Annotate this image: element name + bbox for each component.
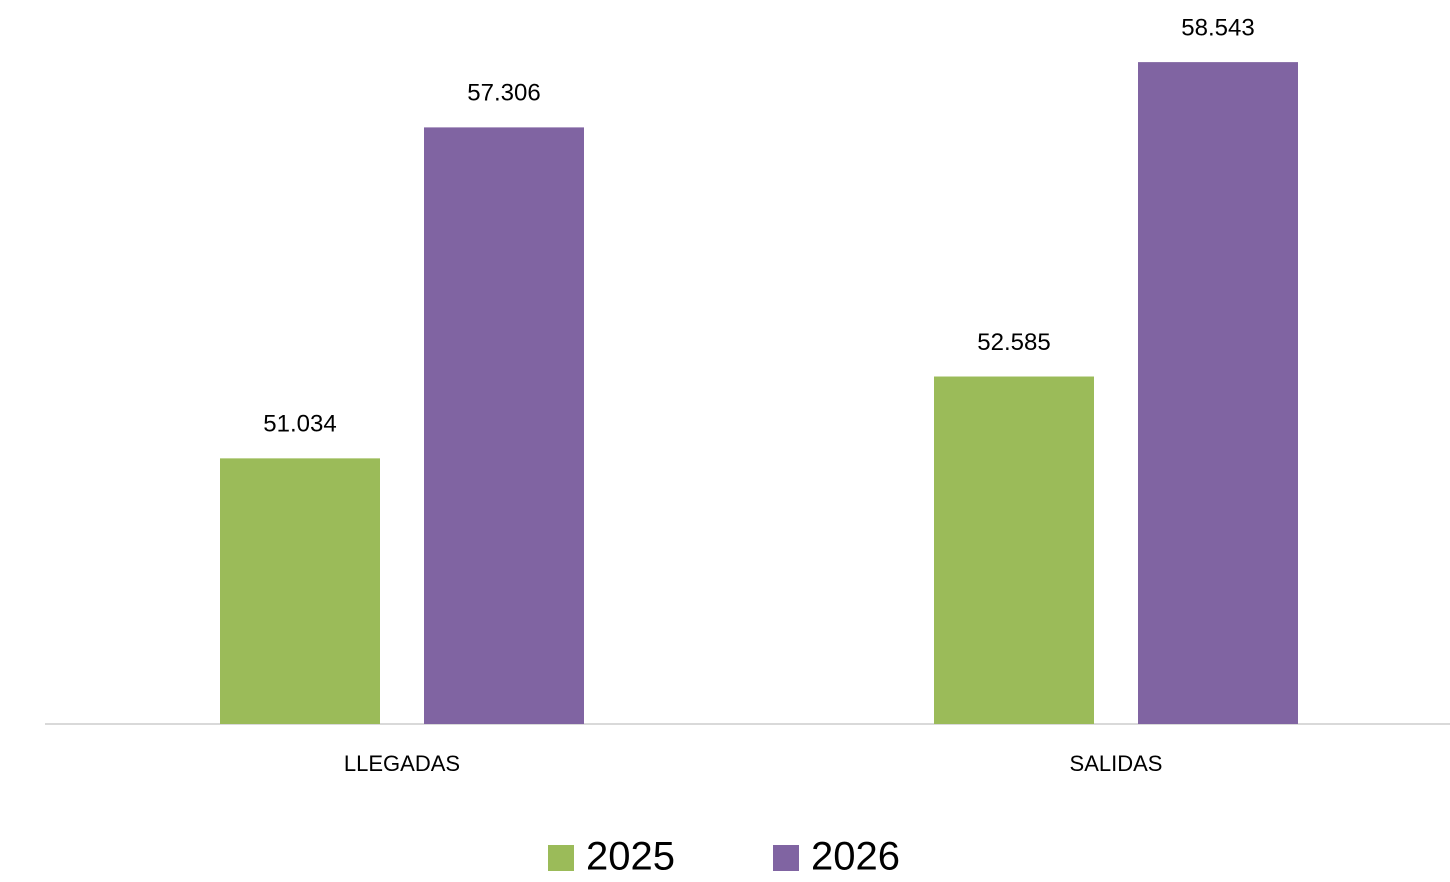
legend-label: 2025 [586,835,675,879]
data-label: 57.306 [467,80,540,107]
x-tick-label: LLEGADAS [344,751,460,776]
bar [220,458,380,724]
data-label: 51.034 [263,411,336,438]
bar [934,376,1094,724]
bar [424,127,584,725]
legend-label: 2026 [811,835,900,879]
data-label: 58.543 [1181,14,1254,41]
bar [1138,62,1298,724]
legend-swatch [773,845,799,871]
legend-swatch [548,845,574,871]
x-tick-label: SALIDAS [1070,751,1163,776]
data-label: 52.585 [977,329,1050,356]
